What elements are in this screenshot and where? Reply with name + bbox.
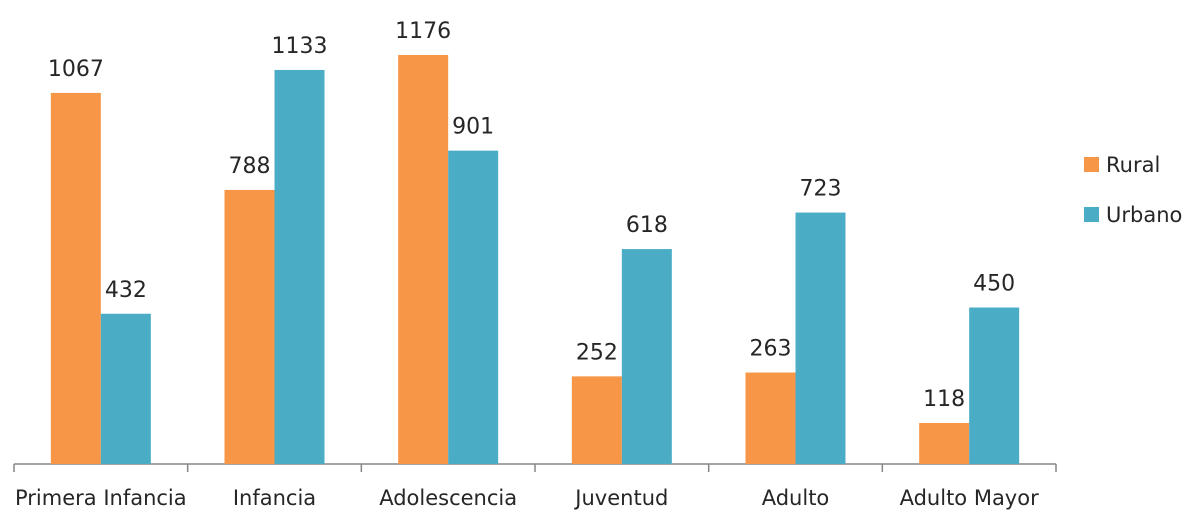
bar-rural-6 <box>919 422 970 464</box>
data-labels-group: 1067 432 788 1133 1176 901 252 618 263 723 118 450 <box>48 19 1015 412</box>
legend-swatch-rural <box>1084 157 1099 172</box>
data-label-rural-3: 1176 <box>395 19 451 44</box>
category-label: Infancia <box>233 486 316 510</box>
bar-urbano-5 <box>795 212 846 464</box>
legend-swatch-urbano <box>1084 207 1099 222</box>
category-label: Primera Infancia <box>15 486 187 510</box>
data-label-urbano-3: 901 <box>452 115 494 140</box>
data-label-urbano-4: 618 <box>626 213 668 238</box>
data-label-rural-6: 118 <box>923 387 965 412</box>
legend-label-rural: Rural <box>1106 153 1160 177</box>
legend-label-urbano: Urbano <box>1106 203 1182 227</box>
bars-group <box>50 55 1020 465</box>
category-labels-group: Primera Infancia Infancia Adolescencia Juve… <box>15 486 1039 510</box>
category-label: Adulto <box>762 486 830 510</box>
legend: Rural Urbano <box>1084 153 1182 227</box>
category-label: Adolescencia <box>379 486 517 510</box>
bar-urbano-2 <box>274 69 325 465</box>
data-label-urbano-6: 450 <box>973 271 1015 296</box>
category-label: Juventud <box>573 486 668 510</box>
bar-urbano-6 <box>969 307 1020 464</box>
x-axis-ticks <box>13 464 1057 472</box>
data-label-rural-2: 788 <box>229 154 271 179</box>
bar-urbano-4 <box>621 249 672 464</box>
data-label-urbano-2: 1133 <box>272 34 328 59</box>
data-label-rural-1: 1067 <box>48 57 104 82</box>
data-label-urbano-1: 432 <box>105 278 147 303</box>
bar-rural-1 <box>50 92 101 465</box>
data-label-rural-5: 263 <box>750 337 792 362</box>
bar-rural-2 <box>224 189 275 464</box>
bar-rural-3 <box>398 55 449 464</box>
bar-rural-5 <box>745 372 796 464</box>
bar-urbano-1 <box>100 313 151 464</box>
data-label-rural-4: 252 <box>576 340 618 365</box>
bar-urbano-3 <box>448 150 499 464</box>
data-label-urbano-5: 723 <box>800 177 842 202</box>
bar-rural-4 <box>571 376 622 464</box>
category-label: Adulto Mayor <box>900 486 1039 510</box>
